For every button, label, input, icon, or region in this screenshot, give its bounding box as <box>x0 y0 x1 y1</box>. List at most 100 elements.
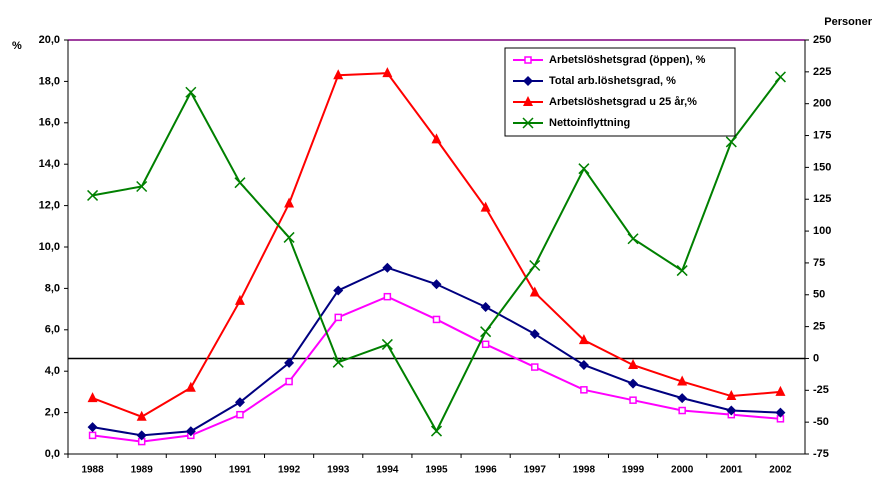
marker <box>676 265 688 277</box>
marker <box>529 286 540 297</box>
y-tick-label: 10,0 <box>39 241 60 253</box>
marker <box>480 302 491 313</box>
marker <box>431 133 442 144</box>
y2-tick-label: 250 <box>813 34 831 46</box>
marker <box>726 390 737 401</box>
marker <box>628 358 639 369</box>
marker <box>185 86 197 98</box>
marker <box>775 407 786 418</box>
legend: Arbetslöshetsgrad (öppen), % Total arb.lö… <box>504 47 736 137</box>
y2-tick-label: -50 <box>813 416 829 428</box>
x-tick-label: 1998 <box>573 465 596 476</box>
x-tick-label: 1989 <box>131 465 154 476</box>
y-tick-label: 2,0 <box>45 407 60 419</box>
marker <box>136 180 148 193</box>
legend-box <box>504 47 736 137</box>
x-tick-label: 2000 <box>671 465 694 476</box>
x-tick-label: 1997 <box>524 465 547 476</box>
y2-tick-label: 50 <box>813 289 825 301</box>
marker <box>726 405 737 416</box>
marker <box>431 279 442 290</box>
y-tick-label: 8,0 <box>45 282 60 294</box>
marker <box>578 163 590 175</box>
marker <box>432 315 441 324</box>
marker <box>383 292 392 301</box>
y2-tick-label: 25 <box>813 321 825 333</box>
y2-tick-label: 150 <box>813 161 831 173</box>
marker <box>185 381 196 392</box>
marker <box>382 262 393 273</box>
y-tick-label: 20,0 <box>39 34 60 46</box>
marker <box>234 177 246 189</box>
y2-tick-label: 200 <box>813 98 831 110</box>
y2-tick-label: 225 <box>813 66 831 78</box>
y-tick-label: 6,0 <box>45 324 60 336</box>
x-tick-label: 2002 <box>769 465 792 476</box>
y-axis-label: % <box>12 40 22 52</box>
marker <box>523 96 533 106</box>
marker <box>481 340 490 349</box>
marker <box>285 377 293 386</box>
x-tick-label: 1994 <box>376 465 399 476</box>
y-tick-label: 0,0 <box>45 448 60 460</box>
marker <box>382 67 393 78</box>
marker <box>578 334 589 345</box>
marker <box>775 385 786 396</box>
y2-tick-label: 75 <box>813 257 825 269</box>
marker <box>578 359 589 370</box>
x-tick-label: 1999 <box>622 465 645 476</box>
y-tick-label: 18,0 <box>39 75 60 87</box>
y2-tick-label: 175 <box>813 129 831 141</box>
marker <box>529 259 541 272</box>
marker <box>677 393 688 404</box>
marker <box>333 69 344 80</box>
legend-label: Nettoinflyttning <box>549 117 630 129</box>
marker <box>523 76 533 86</box>
legend-label: Arbetslöshetsgrad u 25 år,% <box>549 96 697 108</box>
y-tick-label: 12,0 <box>39 200 60 212</box>
marker <box>725 136 737 148</box>
marker <box>529 328 540 339</box>
marker <box>87 392 98 403</box>
marker <box>678 406 686 415</box>
marker <box>284 357 295 368</box>
marker <box>236 410 244 419</box>
marker <box>234 294 245 305</box>
x-tick-label: 1988 <box>81 465 104 476</box>
marker <box>283 231 295 243</box>
marker <box>628 378 639 389</box>
y2-tick-label: 100 <box>813 225 831 237</box>
x-tick-label: 1996 <box>475 465 498 476</box>
marker <box>480 326 492 338</box>
marker <box>522 117 534 129</box>
marker <box>234 397 245 408</box>
y2-tick-label: 0 <box>813 352 819 364</box>
x-tick-label: 1993 <box>327 465 350 476</box>
x-tick-label: 1995 <box>425 465 448 476</box>
marker <box>531 363 539 371</box>
marker <box>333 285 344 296</box>
x-tick-label: 1990 <box>180 465 203 476</box>
legend-label: Total arb.löshetsgrad, % <box>549 75 676 87</box>
marker <box>334 313 342 322</box>
marker <box>87 189 99 201</box>
marker <box>284 197 295 208</box>
y2-tick-label: -75 <box>813 448 829 460</box>
x-tick-label: 1991 <box>229 465 252 476</box>
marker <box>627 233 639 245</box>
marker <box>524 56 532 64</box>
marker <box>774 71 786 83</box>
marker <box>136 410 147 421</box>
y-tick-label: 14,0 <box>39 158 60 170</box>
y2-tick-label: 125 <box>813 193 831 205</box>
marker <box>480 201 491 212</box>
y2-axis-label: Personer <box>824 16 872 28</box>
marker <box>430 425 443 437</box>
marker <box>677 375 688 386</box>
marker <box>629 396 637 404</box>
x-tick-label: 1992 <box>278 465 301 476</box>
marker <box>332 356 344 368</box>
marker <box>580 386 588 394</box>
